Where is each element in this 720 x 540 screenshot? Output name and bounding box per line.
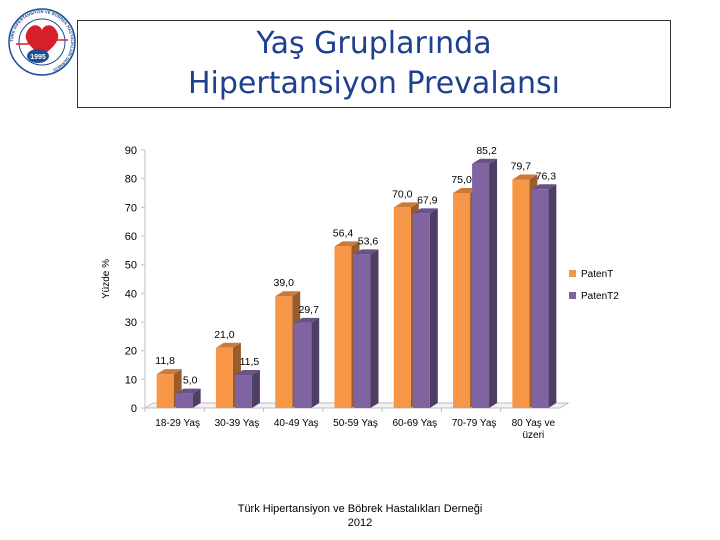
data-label: 39,0 — [273, 277, 294, 289]
data-label: 56,4 — [333, 227, 354, 239]
bar-side — [251, 370, 260, 408]
x-tick-label: 80 Yaş ve — [512, 418, 556, 429]
data-label: 21,0 — [214, 329, 235, 341]
x-tick-label: 70-79 Yaş — [452, 418, 497, 429]
bar-patent2 — [175, 393, 193, 408]
y-tick-label: 0 — [131, 403, 137, 415]
bar-top — [393, 202, 419, 208]
legend-label: PatenT2 — [581, 291, 619, 302]
bar-top — [234, 370, 260, 376]
bar-patent — [393, 207, 411, 408]
y-tick-label: 60 — [125, 231, 137, 243]
legend-swatch — [569, 270, 576, 277]
legend-label: PatenT — [581, 269, 613, 280]
page-title-line2: Hipertansiyon Prevalansı — [187, 66, 561, 101]
y-tick-label: 70 — [125, 202, 137, 214]
x-tick-label: üzeri — [523, 430, 545, 441]
bar-patent2 — [234, 375, 252, 408]
bar-side — [311, 317, 320, 408]
bar-patent2 — [353, 254, 371, 408]
bar-patent2 — [531, 189, 549, 408]
data-label: 67,9 — [417, 194, 438, 206]
data-label: 85,2 — [476, 145, 497, 157]
association-logo: 1995 TÜRK HİPERTANSİYON VE BÖBREK HASTAL… — [6, 4, 78, 84]
data-label: 53,6 — [358, 235, 379, 247]
x-tick-label: 50-59 Yaş — [333, 418, 378, 429]
data-label: 5,0 — [183, 375, 198, 387]
legend-swatch — [569, 292, 576, 299]
bar-patent2 — [294, 322, 312, 408]
bar-patent — [453, 193, 471, 408]
bar-side — [429, 208, 438, 408]
data-label: 70,0 — [392, 188, 413, 200]
bar-patent — [215, 347, 233, 408]
bar-top — [412, 208, 438, 214]
data-label: 11,5 — [240, 356, 260, 368]
bar-patent — [334, 246, 352, 408]
logo-year: 1995 — [30, 54, 46, 61]
logo-emblem: 1995 TÜRK HİPERTANSİYON VE BÖBREK HASTAL… — [8, 8, 76, 76]
x-tick-label: 18-29 Yaş — [155, 418, 200, 429]
data-label: 11,8 — [155, 355, 175, 367]
title-box: Yaş Gruplarında Hipertansiyon Prevalansı — [77, 20, 671, 108]
data-label: 79,7 — [511, 161, 532, 173]
bar-top — [334, 241, 360, 247]
footer-organization: Türk Hipertansiyon ve Böbrek Hastalıklar… — [237, 503, 483, 515]
bar-patent2 — [472, 163, 490, 408]
prevalence-chart: 0 10 20 30 40 50 60 70 80 90 Yüzde % 18-29 Yaş 11,8 5… — [95, 130, 655, 460]
x-tick-label: 60-69 Yaş — [392, 418, 437, 429]
bar-patent — [275, 296, 293, 408]
bar-top — [294, 317, 320, 323]
bar-chart-svg: 0 10 20 30 40 50 60 70 80 90 Yüzde % 18-29 Yaş 11,8 5… — [101, 145, 619, 441]
data-label: 76,3 — [536, 170, 557, 182]
bar-top — [175, 388, 201, 394]
bar-top — [215, 342, 241, 348]
bar-top — [156, 369, 182, 375]
bar-patent — [512, 179, 530, 408]
y-tick-label: 20 — [125, 346, 137, 358]
bar-patent — [156, 374, 174, 408]
bar-side — [489, 158, 498, 408]
footer: Türk Hipertansiyon ve Böbrek Hastalıklar… — [200, 502, 520, 530]
bar-side — [192, 388, 201, 408]
y-axis-title: Yüzde % — [101, 259, 112, 299]
x-tick-label: 40-49 Yaş — [274, 418, 319, 429]
y-tick-label: 40 — [125, 288, 137, 300]
y-tick-label: 90 — [125, 145, 137, 157]
bar-side — [370, 249, 379, 408]
bar-top — [353, 249, 379, 255]
footer-year: 2012 — [347, 517, 373, 529]
data-label: 29,7 — [298, 304, 319, 316]
bar-top — [512, 174, 538, 180]
y-tick-label: 10 — [125, 374, 137, 386]
bar-top — [275, 291, 301, 297]
bar-top — [531, 184, 557, 190]
page-title-line1: Yaş Gruplarında — [256, 26, 492, 61]
y-tick-label: 50 — [125, 260, 137, 272]
y-tick-label: 80 — [125, 174, 137, 186]
bar-top — [472, 158, 498, 164]
data-label: 75,0 — [451, 174, 472, 186]
bar-side — [548, 184, 557, 408]
y-tick-label: 30 — [125, 317, 137, 329]
bar-top — [453, 188, 479, 193]
x-tick-label: 30-39 Yaş — [215, 418, 260, 429]
bar-patent2 — [412, 213, 430, 408]
